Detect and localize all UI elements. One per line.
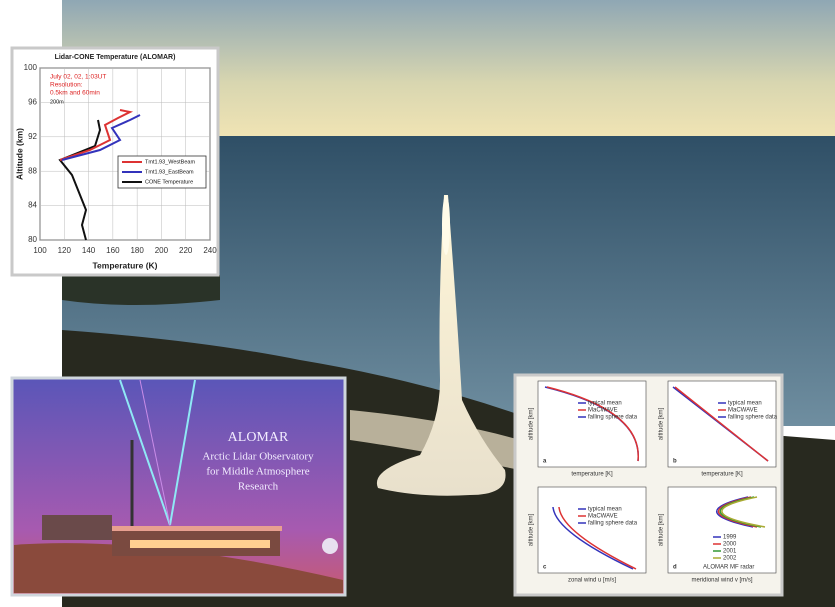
annotation: 0.5km and 60min <box>50 90 100 97</box>
curve <box>546 386 639 462</box>
legend-entry: MaCWAVE <box>588 408 618 414</box>
y-tick-label: 84 <box>28 201 37 210</box>
x-tick-label: 240 <box>203 246 217 255</box>
annotation: Resolution: <box>50 82 83 89</box>
legend-entry: MaCWAVE <box>588 514 618 520</box>
annotation: 200m <box>50 99 64 105</box>
y-label: altitude [km] <box>659 408 665 441</box>
legend-entry: 2001 <box>723 549 737 555</box>
y-label: altitude [km] <box>529 408 535 441</box>
west-curve <box>59 109 134 161</box>
card-line: Research <box>238 481 279 493</box>
legend-entry: Tmt1.93_WestBeam <box>145 159 195 165</box>
alomar-card: ALOMAR Arctic Lidar Observatory for Midd… <box>10 376 347 597</box>
y-label: Altitude (km) <box>14 128 24 180</box>
x-tick-label: 180 <box>130 246 144 255</box>
card-line: for Middle Atmosphere <box>206 466 309 478</box>
x-tick-label: 200 <box>155 246 169 255</box>
legend-entry: typical mean <box>588 507 622 513</box>
panel-label: a <box>543 459 547 465</box>
legend-entry: falling sphere data <box>588 521 638 527</box>
legend-entry: 1999 <box>723 535 737 541</box>
x-tick-label: 140 <box>82 246 96 255</box>
panel-frame <box>667 486 777 574</box>
y-label: altitude [km] <box>529 514 535 547</box>
x-tick-label: 160 <box>106 246 120 255</box>
legend-entry: Tmt1.93_EastBeam <box>145 169 194 175</box>
x-tick-label: 220 <box>179 246 193 255</box>
east-curve <box>61 114 141 161</box>
x-label: temperature [K] <box>571 472 613 478</box>
y-tick-label: 100 <box>24 63 38 72</box>
curve <box>552 506 634 570</box>
legend-entry: MaCWAVE <box>728 408 758 414</box>
panel-frame <box>537 486 647 574</box>
cone-curve <box>58 119 102 241</box>
panel-label: c <box>543 565 547 571</box>
y-tick-label: 88 <box>28 166 37 175</box>
x-label: Temperature (K) <box>92 260 157 270</box>
legend-entry: typical mean <box>588 401 622 407</box>
legend-entry: falling sphere data <box>728 415 778 421</box>
panel-label: b <box>673 459 677 465</box>
panel-frame <box>537 380 647 468</box>
legend-entry: falling sphere data <box>588 415 638 421</box>
x-label: temperature [K] <box>701 472 743 478</box>
x-tick-label: 120 <box>58 246 72 255</box>
curve <box>721 496 766 528</box>
x-label: meridional wind v [m/s] <box>691 578 752 584</box>
y-tick-label: 80 <box>28 235 37 244</box>
y-tick-label: 96 <box>28 98 37 107</box>
card-title: ALOMAR <box>228 430 289 445</box>
annotation: July 02, 02, 1:03UT <box>50 74 106 81</box>
lidar-chart-inset: Lidar-CONE Temperature (ALOMAR) July 02,… <box>10 46 220 277</box>
panel-note: ALOMAR MF radar <box>703 565 754 571</box>
y-tick-label: 92 <box>28 132 37 141</box>
legend-entry: CONE Temperature <box>145 179 193 185</box>
legend-entry: 2002 <box>723 556 737 562</box>
curve <box>674 386 769 462</box>
plot-frame <box>39 67 211 241</box>
x-tick-label: 100 <box>33 246 47 255</box>
x-label: zonal wind u [m/s] <box>568 578 616 584</box>
legend-entry: typical mean <box>728 401 762 407</box>
panel-label: d <box>673 565 677 571</box>
title: Lidar-CONE Temperature (ALOMAR) <box>55 54 176 61</box>
curve <box>558 506 637 570</box>
legend-entry: 2000 <box>723 542 737 548</box>
y-label: altitude [km] <box>659 514 665 547</box>
card-line: Arctic Lidar Observatory <box>202 451 314 463</box>
